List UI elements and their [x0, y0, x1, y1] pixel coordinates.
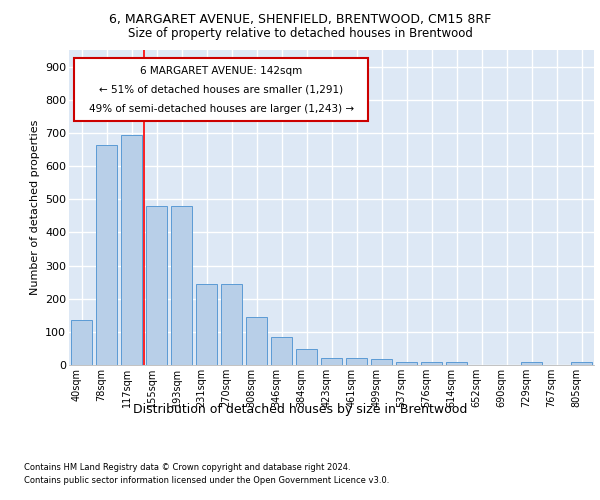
Bar — [171, 206, 192, 365]
Bar — [121, 134, 142, 365]
Bar — [96, 145, 117, 365]
Bar — [271, 337, 292, 365]
Bar — [371, 360, 392, 365]
Text: Size of property relative to detached houses in Brentwood: Size of property relative to detached ho… — [128, 28, 472, 40]
Bar — [571, 362, 592, 365]
Bar — [521, 362, 542, 365]
Y-axis label: Number of detached properties: Number of detached properties — [29, 120, 40, 295]
Bar — [246, 317, 267, 365]
FancyBboxPatch shape — [74, 58, 368, 121]
Bar — [321, 358, 342, 365]
Text: Contains HM Land Registry data © Crown copyright and database right 2024.: Contains HM Land Registry data © Crown c… — [24, 462, 350, 471]
Bar — [71, 320, 92, 365]
Text: 49% of semi-detached houses are larger (1,243) →: 49% of semi-detached houses are larger (… — [89, 104, 354, 114]
Bar — [396, 362, 417, 365]
Bar — [146, 206, 167, 365]
Text: 6 MARGARET AVENUE: 142sqm: 6 MARGARET AVENUE: 142sqm — [140, 66, 302, 76]
Bar — [221, 284, 242, 365]
Bar — [421, 362, 442, 365]
Bar — [346, 358, 367, 365]
Bar — [196, 284, 217, 365]
Text: Contains public sector information licensed under the Open Government Licence v3: Contains public sector information licen… — [24, 476, 389, 485]
Bar — [296, 350, 317, 365]
Bar — [446, 362, 467, 365]
Text: Distribution of detached houses by size in Brentwood: Distribution of detached houses by size … — [133, 402, 467, 415]
Text: ← 51% of detached houses are smaller (1,291): ← 51% of detached houses are smaller (1,… — [99, 85, 343, 95]
Text: 6, MARGARET AVENUE, SHENFIELD, BRENTWOOD, CM15 8RF: 6, MARGARET AVENUE, SHENFIELD, BRENTWOOD… — [109, 12, 491, 26]
